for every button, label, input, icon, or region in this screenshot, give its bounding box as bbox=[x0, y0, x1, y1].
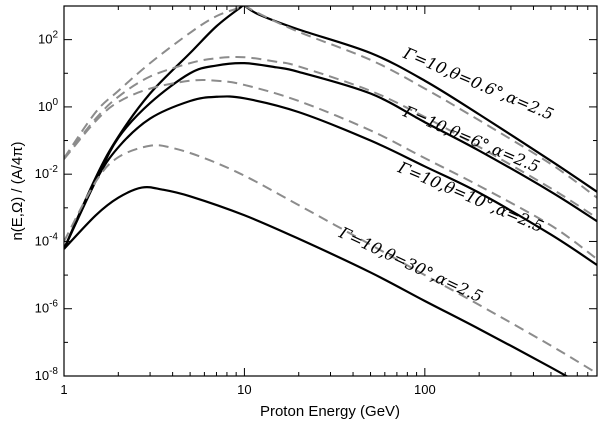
y-tick-label-1e-8: 10-8 bbox=[35, 366, 59, 383]
series-6-dashed-line bbox=[64, 78, 597, 260]
y-tick-label-1e0: 100 bbox=[38, 97, 58, 114]
series-5-solid-line bbox=[64, 95, 597, 266]
plot-frame bbox=[63, 5, 598, 377]
y-tick-marks bbox=[64, 5, 597, 377]
x-axis-label: Proton Energy (GeV) bbox=[260, 403, 400, 420]
y-tick-labels: 10-8 10-6 10-4 10-2 100 102 bbox=[35, 30, 59, 383]
series-4-dashed-line bbox=[64, 55, 597, 219]
y-tick-label-1e2: 102 bbox=[38, 30, 58, 47]
series-7-dashed-line bbox=[64, 144, 597, 375]
series-3-solid-line bbox=[64, 61, 597, 250]
x-tick-label-10: 10 bbox=[237, 382, 251, 397]
series-8-solid-line bbox=[64, 185, 569, 376]
x-tick-marks bbox=[63, 6, 598, 376]
y-axis-label: n(E,Ω) / (A/4π) bbox=[9, 141, 26, 240]
y-tick-label-1e-4: 10-4 bbox=[35, 231, 59, 248]
x-tick-label-1: 1 bbox=[60, 382, 67, 397]
y-tick-label-1e-2: 10-2 bbox=[35, 164, 59, 181]
y-tick-label-1e-6: 10-6 bbox=[35, 299, 59, 316]
x-tick-label-100: 100 bbox=[414, 382, 436, 397]
curves-layer bbox=[64, 6, 597, 376]
x-tick-labels: 1 10 100 bbox=[60, 382, 435, 397]
